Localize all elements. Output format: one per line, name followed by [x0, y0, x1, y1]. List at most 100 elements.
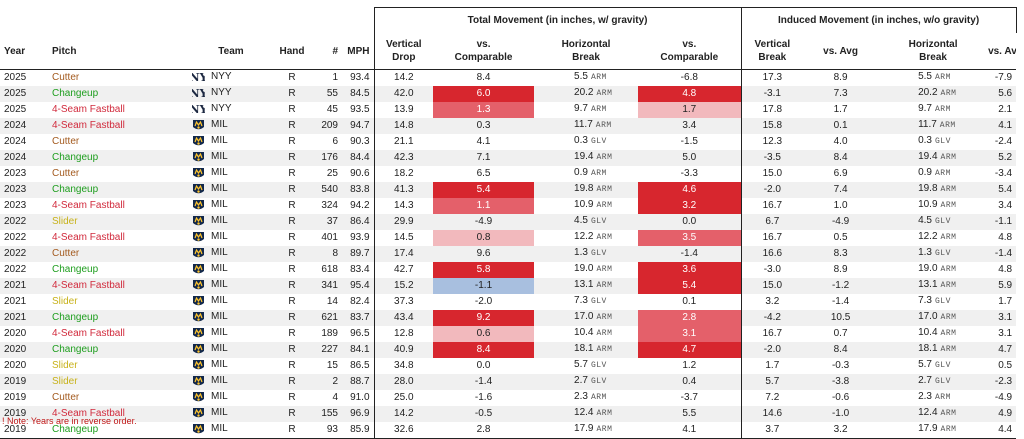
table-row[interactable]: 2023 4-Seam Fastball MIL R 324 94.2 14.3 1.1 10.… — [0, 198, 1016, 214]
pitch-count-cell: 45 — [326, 103, 338, 115]
team-abbr: MIL — [211, 279, 228, 290]
table-row[interactable]: 2019 Slider MIL R 2 88.7 28.0 -1.4 2.7 GLV 0.4 5.7-… — [0, 374, 1017, 390]
mph-cell: 96.5 — [350, 327, 370, 339]
vertical-drop-header[interactable]: Vertical Drop — [373, 33, 434, 70]
table-row[interactable]: 2020 Slider MIL R 15 86.5 34.8 0.0 5.7 GLV 1.2 1.7-… — [0, 358, 1016, 374]
team-cell: NY NYY — [190, 102, 272, 118]
break-value: 12.2 — [918, 231, 938, 243]
pitch-cell: Changeup — [46, 86, 190, 102]
pitch-count-cell: 324 — [321, 199, 338, 211]
mil-logo-icon — [192, 327, 205, 339]
break-value: 17.9 — [918, 423, 938, 435]
vert-vs-comparable-header[interactable]: vs. Comparable — [433, 33, 535, 70]
ivb-vs-avg-header[interactable]: vs. Avg — [803, 33, 879, 70]
ivb-vs-avg-cell: -1.2 — [803, 278, 879, 294]
vertical-drop-cell: 14.5 — [373, 230, 434, 246]
table-row[interactable]: 2024 Changeup MIL R 176 84.4 42.3 7.1 19.4 ARM 5.0… — [0, 150, 1017, 166]
induced-vertical-break-header[interactable]: Vertical Break — [741, 33, 804, 70]
pitch-cell: Cutter — [46, 246, 190, 262]
table-row[interactable]: 2022 4-Seam Fastball MIL R 401 93.9 14.5 0.8 12.… — [0, 230, 1016, 246]
team-header[interactable]: Team — [190, 33, 272, 70]
team-abbr: MIL — [211, 247, 228, 258]
pitch-count-header[interactable]: # — [312, 33, 342, 70]
induced-horizontal-break-cell: 12.4 ARM — [878, 406, 989, 422]
horiz-vs-comparable-cell: 5.5 — [638, 406, 742, 422]
vertical-drop-cell: 14.2 — [373, 69, 434, 86]
ivb-vs-avg-cell: 4.0 — [833, 135, 848, 147]
table-row[interactable]: 2021 Changeup MIL R 621 83.7 43.4 9.2 17.0 ARM 2.8… — [0, 310, 1017, 326]
table-row[interactable]: 2020 Changeup MIL R 227 84.1 40.9 8.4 18.1 ARM 4.7… — [0, 342, 1017, 358]
break-value: 5.5 — [574, 71, 588, 83]
horiz-vs-comparable-cell: 1.7 — [638, 102, 742, 118]
team-abbr: MIL — [211, 135, 228, 146]
table-row[interactable]: 2024 4-Seam Fastball MIL R 209 94.7 14.8 0.3 11.… — [0, 118, 1017, 134]
break-value: 10.9 — [574, 199, 594, 211]
break-side-label: GLV — [590, 217, 607, 227]
ihb-vs-avg-header[interactable]: vs. Avg — [988, 33, 1017, 70]
table-row[interactable]: 2025CutterNYNYYR193.414.28.45.5ARM-6.817… — [0, 69, 1016, 86]
pitch-cell: Cutter — [52, 391, 80, 403]
induced-vertical-break-cell: 7.2 — [765, 391, 780, 403]
pitch-header[interactable]: Pitch — [46, 33, 190, 70]
induced-vertical-break-cell: 5.7 — [741, 374, 804, 390]
table-row[interactable]: 2020 4-Seam Fastball MIL R 189 96.5 12.8 0.6 10.… — [0, 326, 1016, 342]
break-side-label: ARM — [940, 409, 957, 419]
table-row[interactable]: 2023 Changeup MIL R 540 83.8 41.3 5.4 19.8 ARM 4.6… — [0, 182, 1017, 198]
break-value: 0.9 — [574, 167, 588, 179]
team-abbr: MIL — [211, 231, 228, 242]
year-cell: 2021 — [0, 310, 46, 326]
break-value: 17.9 — [574, 423, 594, 435]
hand-header[interactable]: Hand — [272, 33, 312, 70]
year-header[interactable]: Year — [0, 33, 46, 70]
year-cell: 2025 — [4, 103, 27, 115]
mph-cell: 89.7 — [342, 246, 375, 262]
table-row[interactable]: 2022 Cutter MIL R 8 89.7 17.4 9.6 1.3 GLV -1.4 16.6… — [0, 246, 1017, 262]
mph-header[interactable]: MPH — [342, 33, 375, 70]
horiz-vs-comparable-cell: 5.0 — [638, 150, 742, 166]
table-row[interactable]: 2019 Cutter MIL R 4 91.0 25.0 -1.6 2.3 ARM -3.7 7.2… — [0, 390, 1016, 406]
vertical-drop-cell: 41.3 — [373, 182, 434, 198]
team-abbr: MIL — [211, 167, 228, 178]
team-cell: MIL — [190, 374, 272, 390]
ihb-vs-avg-cell: -1.1 — [988, 214, 1017, 230]
induced-horizontal-break-header[interactable]: Horizontal Break — [878, 33, 989, 70]
hand-cell: R — [288, 263, 296, 275]
table-row[interactable]: 2019 Changeup MIL R 93 85.9 32.6 2.8 17.9 ARM 4.1 3… — [0, 422, 1017, 439]
mil-logo-icon — [192, 407, 205, 419]
table-row[interactable]: 2019 4-Seam Fastball MIL R 155 96.9 14.2 -0.5 12… — [0, 406, 1017, 422]
mil-logo-icon — [192, 215, 205, 227]
table-row[interactable]: 2022 Slider MIL R 37 86.4 29.9 -4.9 4.5 GLV 0.0 6.7… — [0, 214, 1017, 230]
team-abbr: MIL — [211, 295, 228, 306]
mph-cell: 96.9 — [342, 406, 375, 422]
induced-vertical-break-cell: 14.6 — [741, 406, 804, 422]
table-row[interactable]: 2021 4-Seam Fastball MIL R 341 95.4 15.2 -1.1 13… — [0, 278, 1017, 294]
pitch-cell: Changeup — [52, 263, 99, 275]
table-row[interactable]: 2025 4-Seam Fastball NY NYY R 45 93.5 13.9 1.3 9.… — [0, 102, 1016, 118]
ivb-vs-avg-cell: 10.5 — [803, 310, 879, 326]
horiz-vs-comparable-cell: 3.1 — [638, 326, 742, 342]
table-row[interactable]: 2025 Changeup NY NYY R 55 84.5 42.0 6.0 20.2 ARM 4.… — [0, 86, 1017, 102]
induced-vertical-break-cell: -3.0 — [763, 263, 781, 275]
horiz-vs-comparable-header[interactable]: vs. Comparable — [638, 33, 742, 70]
vert-vs-comparable-cell: -1.1 — [433, 278, 535, 294]
break-value: 19.0 — [918, 263, 938, 275]
horizontal-break-cell: 13.1 ARM — [534, 278, 639, 294]
horizontal-break-header[interactable]: Horizontal Break — [534, 33, 639, 70]
horizontal-break-cell: 17.0 ARM — [534, 310, 639, 326]
table-row[interactable]: 2023 Cutter MIL R 25 90.6 18.2 6.5 0.9 ARM -3.3 15.… — [0, 166, 1016, 182]
horizontal-break-cell: 12.2 ARM — [534, 230, 638, 246]
year-cell: 2022 — [0, 214, 46, 230]
ihb-vs-avg-cell: 5.6 — [988, 86, 1017, 102]
break-value: 19.0 — [574, 263, 594, 275]
mil-logo-icon — [192, 263, 205, 275]
horiz-vs-comparable-cell: 1.2 — [638, 358, 742, 374]
break-side-label: ARM — [596, 281, 613, 291]
induced-vertical-break-cell: -2.0 — [741, 182, 804, 198]
table-row[interactable]: 2021 Slider MIL R 14 82.4 37.3 -2.0 7.3 GLV 0.1 3.2… — [0, 294, 1016, 310]
table-row[interactable]: 2022 Changeup MIL R 618 83.4 42.7 5.8 19.0 ARM 3.6… — [0, 262, 1016, 278]
horizontal-break-cell: 10.9 ARM — [534, 198, 638, 214]
break-value: 18.1 — [918, 343, 938, 355]
table-row[interactable]: 2024 Cutter MIL R 6 90.3 21.1 4.1 0.3 GLV -1.5 12.3… — [0, 134, 1016, 150]
pitch-count-cell: 401 — [321, 231, 338, 243]
team-cell: MIL — [190, 230, 272, 246]
